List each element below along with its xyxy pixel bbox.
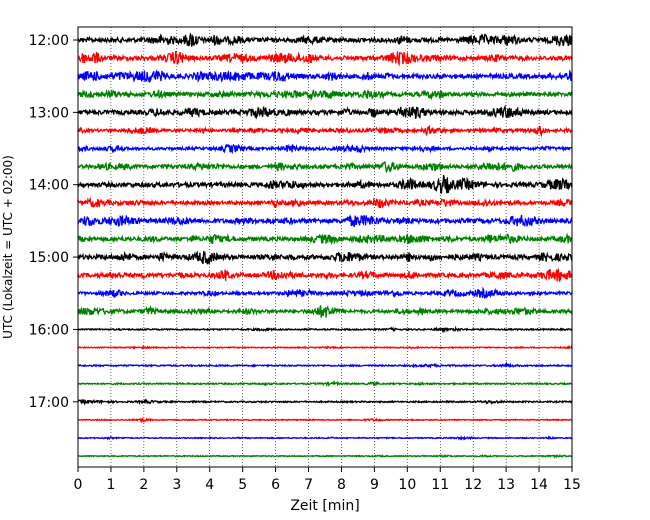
trace-line (77, 160, 573, 174)
trace-line (77, 325, 573, 334)
x-tick-label: 0 (74, 477, 83, 493)
x-axis-title: Zeit [min] (290, 498, 359, 514)
x-tick-label: 10 (398, 477, 416, 493)
x-tick-label: 5 (238, 477, 247, 493)
trace-line (77, 453, 573, 459)
x-tick-label: 11 (431, 477, 449, 493)
x-tick-label: 3 (172, 477, 181, 493)
trace-line (77, 50, 573, 67)
y-axis-title: UTC (Lokalzeit = UTC + 02:00) (1, 155, 15, 339)
x-tick-label: 2 (139, 477, 148, 493)
y-tick-label: 13:00 (29, 105, 69, 121)
x-tick-label: 4 (205, 477, 214, 493)
plot-frame (77, 26, 573, 468)
trace-line (77, 104, 573, 120)
x-tick-label: 14 (530, 477, 548, 493)
trace-line (77, 196, 573, 209)
trace-line (77, 232, 573, 246)
y-tick-label: 12:00 (29, 33, 69, 49)
x-tick-label: 6 (271, 477, 280, 493)
x-tick-label: 8 (337, 477, 346, 493)
x-axis-ticks: 0 1 2 3 4 5 6 7 8 9 10 11 12 13 14 15 (74, 467, 581, 493)
trace-line (77, 286, 573, 300)
trace-line (77, 174, 573, 194)
trace-line (77, 267, 573, 282)
x-tick-label: 12 (464, 477, 482, 493)
trace-line (77, 416, 573, 424)
trace-line (77, 361, 573, 369)
trace-line (77, 435, 573, 441)
seismic-traces (77, 32, 573, 459)
y-tick-label: 14:00 (29, 178, 69, 194)
trace-line (77, 32, 573, 47)
x-tick-label: 9 (370, 477, 379, 493)
trace-line (77, 250, 573, 265)
x-tick-label: 7 (304, 477, 313, 493)
x-tick-label: 1 (106, 477, 115, 493)
y-tick-label: 15:00 (29, 250, 69, 266)
trace-line (77, 344, 573, 350)
trace-line (77, 88, 573, 102)
y-tick-label: 17:00 (29, 395, 69, 411)
x-tick-label: 15 (563, 477, 581, 493)
y-tick-label: 16:00 (29, 322, 69, 338)
trace-line (77, 305, 573, 318)
trace-line (77, 214, 573, 228)
trace-line (77, 143, 573, 155)
y-axis-ticks: 12:00 13:00 14:00 15:00 16:00 17:00 (29, 33, 78, 411)
trace-line (77, 398, 573, 406)
grid-lines (110, 27, 540, 467)
trace-line (77, 124, 573, 138)
trace-line (77, 380, 573, 387)
trace-line (77, 69, 573, 83)
x-tick-label: 13 (497, 477, 515, 493)
